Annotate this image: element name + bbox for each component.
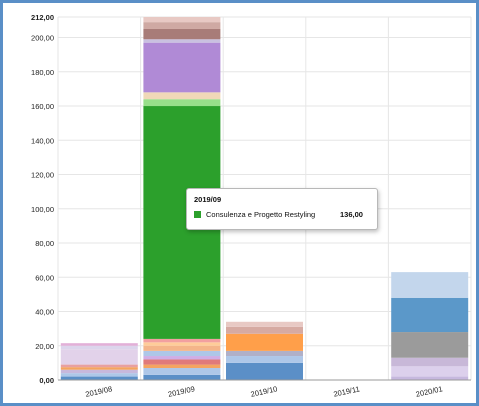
bar-segment <box>143 368 221 375</box>
y-tick-label: 60,00 <box>35 273 54 282</box>
y-tick-label: 120,00 <box>31 171 54 180</box>
bar-segment <box>60 345 138 350</box>
y-tick-label: 200,00 <box>31 34 54 43</box>
bar-segment <box>143 350 221 357</box>
bar-segment <box>226 321 303 327</box>
bar-segment <box>143 39 221 43</box>
y-tick-label: 212,00 <box>31 13 54 22</box>
tooltip-value: 136,00 <box>340 210 363 219</box>
x-tick-label: 2019/09 <box>167 384 195 398</box>
tooltip-series-swatch <box>194 211 201 218</box>
bar-segment <box>226 326 303 334</box>
y-tick-label: 80,00 <box>35 239 54 248</box>
y-tick-label: 160,00 <box>31 102 54 111</box>
bar-segment <box>391 366 469 377</box>
chart-tooltip: 2019/09 Consulenza e Progetto Restyling … <box>186 188 378 230</box>
bar-segment <box>143 22 221 29</box>
tooltip-title: 2019/09 <box>194 195 222 204</box>
bar-segment <box>60 369 138 374</box>
stacked-bar-chart: 0,00 20,00 40,00 60,00 80,00 100,00 120,00 140,… <box>31 13 472 399</box>
y-tick-label: 0,00 <box>39 376 54 385</box>
bar-segment <box>143 28 221 40</box>
bar-segment <box>143 345 221 351</box>
x-tick-label: 2019/10 <box>250 384 278 398</box>
bar-segment <box>391 297 469 333</box>
bar-segment <box>391 332 469 358</box>
x-tick-label: 2019/08 <box>85 384 113 398</box>
bar-segment <box>226 350 303 357</box>
bar-segment <box>143 374 221 380</box>
y-tick-label: 20,00 <box>35 342 54 351</box>
bar-segment <box>143 364 221 369</box>
bar-segment <box>60 376 138 380</box>
bar-segment <box>391 376 469 380</box>
bar-segment <box>143 92 221 100</box>
bar-segment <box>143 99 221 107</box>
y-tick-label: 40,00 <box>35 308 54 317</box>
bar-segment <box>391 357 469 367</box>
bar-segment <box>143 342 221 346</box>
x-tick-label: 2019/11 <box>333 384 361 398</box>
bar-segment <box>60 364 138 368</box>
y-tick-label: 180,00 <box>31 68 54 77</box>
bar-segment <box>60 367 138 370</box>
bar-segment <box>60 373 138 377</box>
y-tick-label: 140,00 <box>31 136 54 145</box>
tooltip-series-name: Consulenza e Progetto Restyling <box>206 210 316 219</box>
bar-segment <box>143 359 221 365</box>
bar-segment <box>60 343 138 346</box>
bar-segment <box>226 356 303 363</box>
bar-segment <box>143 356 221 360</box>
bar-segment <box>143 17 221 23</box>
bar-segment <box>143 42 221 93</box>
bar-segment <box>60 349 138 365</box>
bar-segment <box>226 333 303 351</box>
bar-segment <box>391 272 469 298</box>
x-tick-label: 2020/01 <box>415 384 443 398</box>
bar-segment <box>226 362 303 380</box>
bar-segment <box>143 338 221 343</box>
y-tick-label: 100,00 <box>31 205 54 214</box>
